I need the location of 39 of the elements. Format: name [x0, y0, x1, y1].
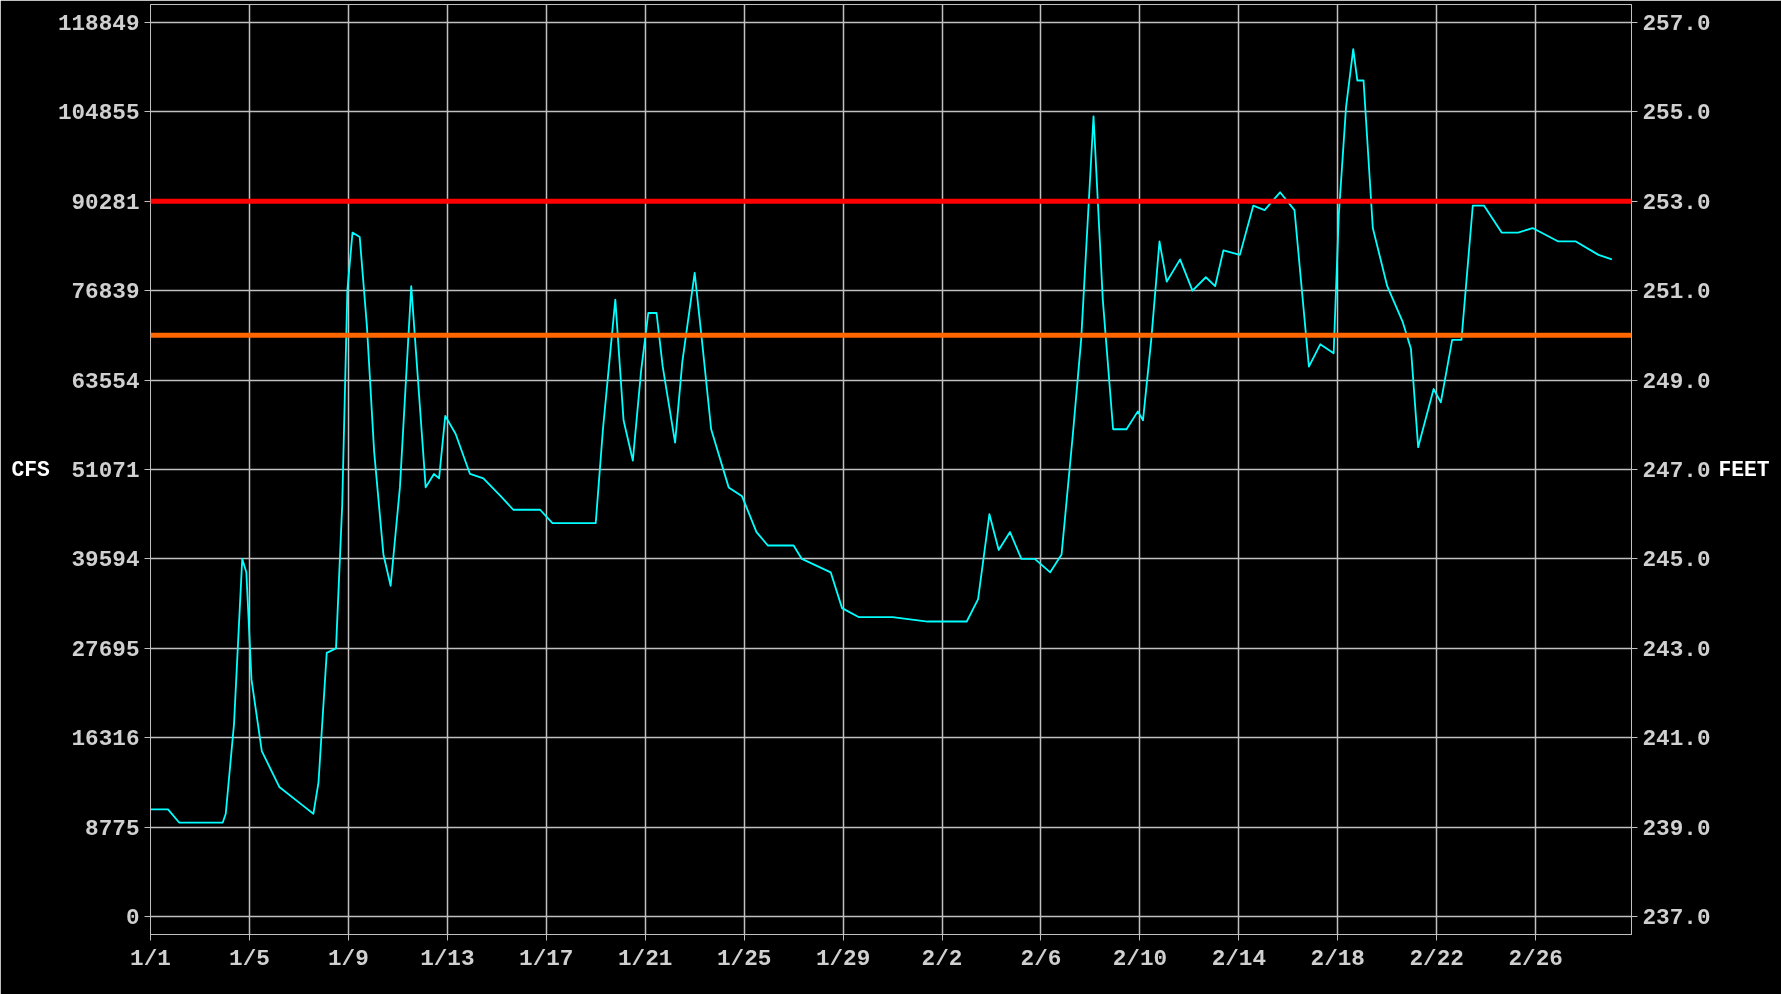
text: 63554 [71, 368, 140, 395]
y2-axis-title: FEET [1718, 457, 1770, 482]
y-tick-label: 249.0 [1642, 368, 1711, 395]
text: 104855 [57, 100, 140, 127]
x-tick-label: 2/2 [921, 945, 963, 972]
x-tick-label: 2/14 [1211, 945, 1267, 972]
x-tick-label: 2/6 [1020, 945, 1062, 972]
text: 16316 [71, 726, 140, 753]
y-tick-label: 243.0 [1642, 636, 1711, 663]
x-tick-label: 1/17 [519, 945, 574, 972]
x-tick-label: 1/21 [618, 945, 673, 972]
y-tick-label: 239.0 [1642, 815, 1711, 842]
y-tick-label: 241.0 [1642, 726, 1711, 753]
text: 27695 [71, 636, 140, 663]
x-tick-label: 1/9 [327, 945, 369, 972]
y-tick-label: 253.0 [1642, 189, 1711, 216]
x-tick-label: 2/18 [1310, 945, 1365, 972]
x-tick-label: 2/10 [1112, 945, 1168, 972]
x-tick-label: 1/29 [815, 945, 871, 972]
text: 76839 [71, 279, 140, 306]
y-tick-label: 237.0 [1642, 905, 1711, 932]
x-tick-label: 1/1 [130, 945, 171, 972]
x-tick-label: 1/25 [716, 945, 772, 972]
y-tick-label: 245.0 [1642, 547, 1711, 574]
x-tick-label: 2/22 [1409, 945, 1464, 972]
y-axis-title: CFS [11, 457, 51, 482]
y-tick-label: 257.0 [1642, 10, 1711, 37]
y-tick-label: 251.0 [1642, 279, 1711, 306]
text: 8775 [85, 815, 140, 842]
x-tick-label: 2/26 [1508, 945, 1563, 972]
text: 118849 [57, 10, 140, 37]
text: 0 [125, 905, 140, 932]
y-tick-label: 247.0 [1642, 458, 1711, 484]
text: 51071 [71, 458, 140, 484]
text: 39594 [71, 547, 140, 574]
text: 90281 [71, 189, 140, 216]
x-tick-label: 1/13 [420, 945, 475, 972]
y-tick-label: 255.0 [1642, 100, 1711, 127]
x-tick-label: 1/5 [229, 945, 270, 972]
